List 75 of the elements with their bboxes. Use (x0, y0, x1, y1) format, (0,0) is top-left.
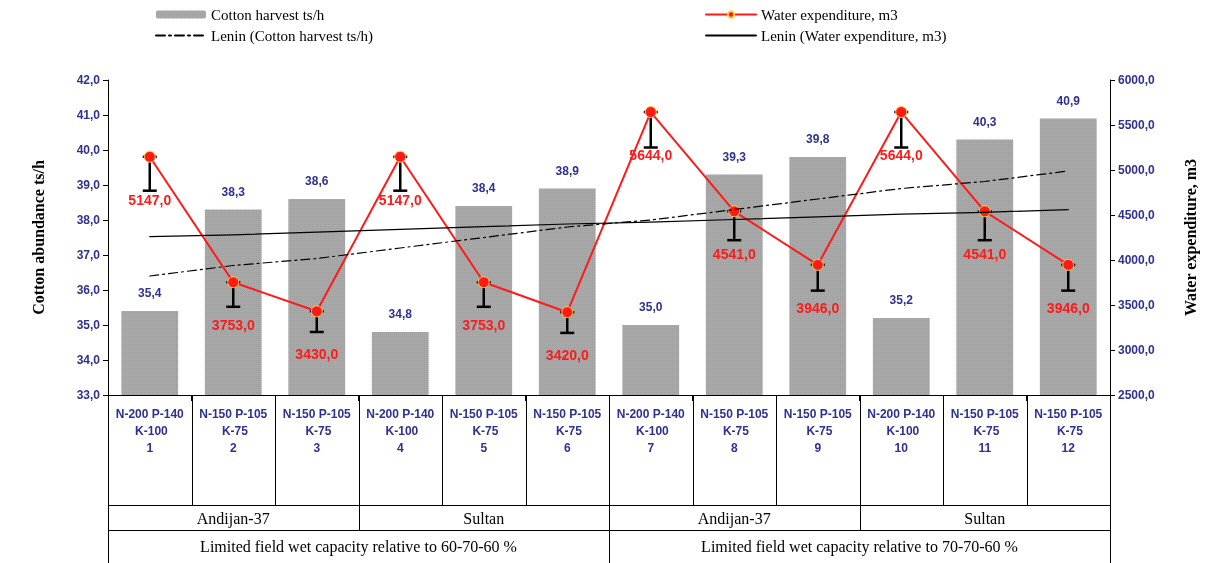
x-tick-label: N-150 P-105 K-75 3 (282, 406, 352, 455)
point (895, 106, 908, 119)
data-label: 5147,0 (378, 191, 422, 208)
x-tick-label: N-150 P-105 K-75 11 (950, 406, 1020, 455)
x-tick-label: N-200 P-140 K-100 4 (366, 406, 435, 455)
data-label: 40,9 (1056, 93, 1081, 108)
y2-tick-label: 4500,0 (1118, 208, 1156, 222)
data-label: 38,6 (305, 174, 329, 188)
x-tick-label: N-150 P-105 K-75 2 (199, 406, 268, 455)
y-tick-label: 40,0 (76, 143, 101, 157)
data-label: 38,3 (221, 184, 246, 199)
data-label: 3946,0 (1046, 299, 1090, 316)
legend-label: Lenin (Cotton harvest ts/h) (211, 27, 374, 45)
data-label: 5644,0 (879, 147, 923, 164)
x-tick-label: N-150 P-105 K-75 5 (449, 406, 519, 455)
data-label: 34,8 (388, 307, 413, 321)
text: Andijan-37 (697, 509, 771, 528)
point (394, 150, 407, 163)
y-axis-title: Cotton abundance ts/h (29, 160, 47, 315)
y-tick-label: 37,0 (76, 248, 101, 262)
x-tick-label: N-200 P-140 K-100 7 (616, 406, 686, 455)
y2-tick-label: 3000,0 (1118, 343, 1156, 357)
data-label: 3430,0 (295, 346, 339, 363)
text: Limited field wet capacity relative to 70-70-60 % (701, 537, 1018, 556)
point (1062, 258, 1075, 271)
x-tick-label: N-200 P-140 K-100 1 (115, 406, 185, 455)
y-tick-label: 35,0 (76, 318, 101, 332)
x-tick-label: N-150 P-105 K-75 8 (700, 406, 769, 455)
point (227, 276, 240, 289)
point (644, 106, 657, 119)
data-label: 35,0 (639, 300, 663, 314)
point (143, 150, 156, 163)
y2-tick-label: 3500,0 (1118, 298, 1156, 312)
y2-axis-title: Water expenditure, m3 (1181, 158, 1200, 317)
data-label: 35,4 (138, 286, 162, 300)
point (561, 306, 574, 319)
data-label: 39,3 (722, 149, 747, 164)
legend-label: Lenin (Water expenditure, m3) (761, 27, 947, 45)
text: Andijan-37 (196, 509, 270, 528)
x-tick-label: N-200 P-140 K-100 10 (867, 406, 936, 455)
y2-tick-label: 5500,0 (1118, 118, 1156, 132)
data-label: 3753,0 (211, 317, 255, 334)
point (310, 305, 323, 318)
y2-tick-label: 4000,0 (1118, 253, 1156, 267)
point (477, 276, 490, 289)
text: Sultan (463, 509, 505, 527)
y-tick-label: 38,0 (76, 213, 101, 227)
y-tick-label: 34,0 (76, 353, 101, 367)
data-label: 3753,0 (462, 317, 506, 334)
text: Limited field wet capacity relative to 60-70-60 % (200, 537, 517, 556)
y2-tick-label: 5000,0 (1118, 163, 1156, 177)
x-tick-label: N-150 P-105 K-75 9 (783, 406, 853, 455)
y-tick-label: 39,0 (76, 178, 101, 192)
data-label: 4541,0 (963, 246, 1007, 263)
legend-label: Cotton harvest ts/h (211, 6, 325, 23)
y-tick-label: 33,0 (76, 388, 101, 402)
data-label: 40,3 (973, 114, 997, 129)
data-label: 4541,0 (712, 246, 756, 263)
data-label: 3946,0 (796, 299, 840, 316)
text: Sultan (964, 509, 1006, 527)
data-label: 5147,0 (128, 191, 172, 208)
data-label: 35,2 (889, 293, 914, 307)
point (811, 258, 824, 271)
data-label: 3420,0 (545, 347, 589, 364)
y2-tick-label: 2500,0 (1118, 388, 1156, 402)
data-label: 38,9 (555, 163, 580, 178)
y-tick-label: 41,0 (76, 108, 101, 122)
y2-tick-label: 6000,0 (1118, 73, 1156, 87)
y-tick-label: 36,0 (76, 283, 101, 297)
x-tick-label: N-150 P-105 K-75 12 (1034, 406, 1103, 455)
x-tick-label: N-150 P-105 K-75 6 (533, 406, 602, 455)
data-label: 38,4 (472, 181, 496, 195)
legend-label: Water expenditure, m3 (761, 6, 898, 23)
y-tick-label: 42,0 (76, 73, 101, 87)
data-label: 39,8 (806, 132, 830, 146)
